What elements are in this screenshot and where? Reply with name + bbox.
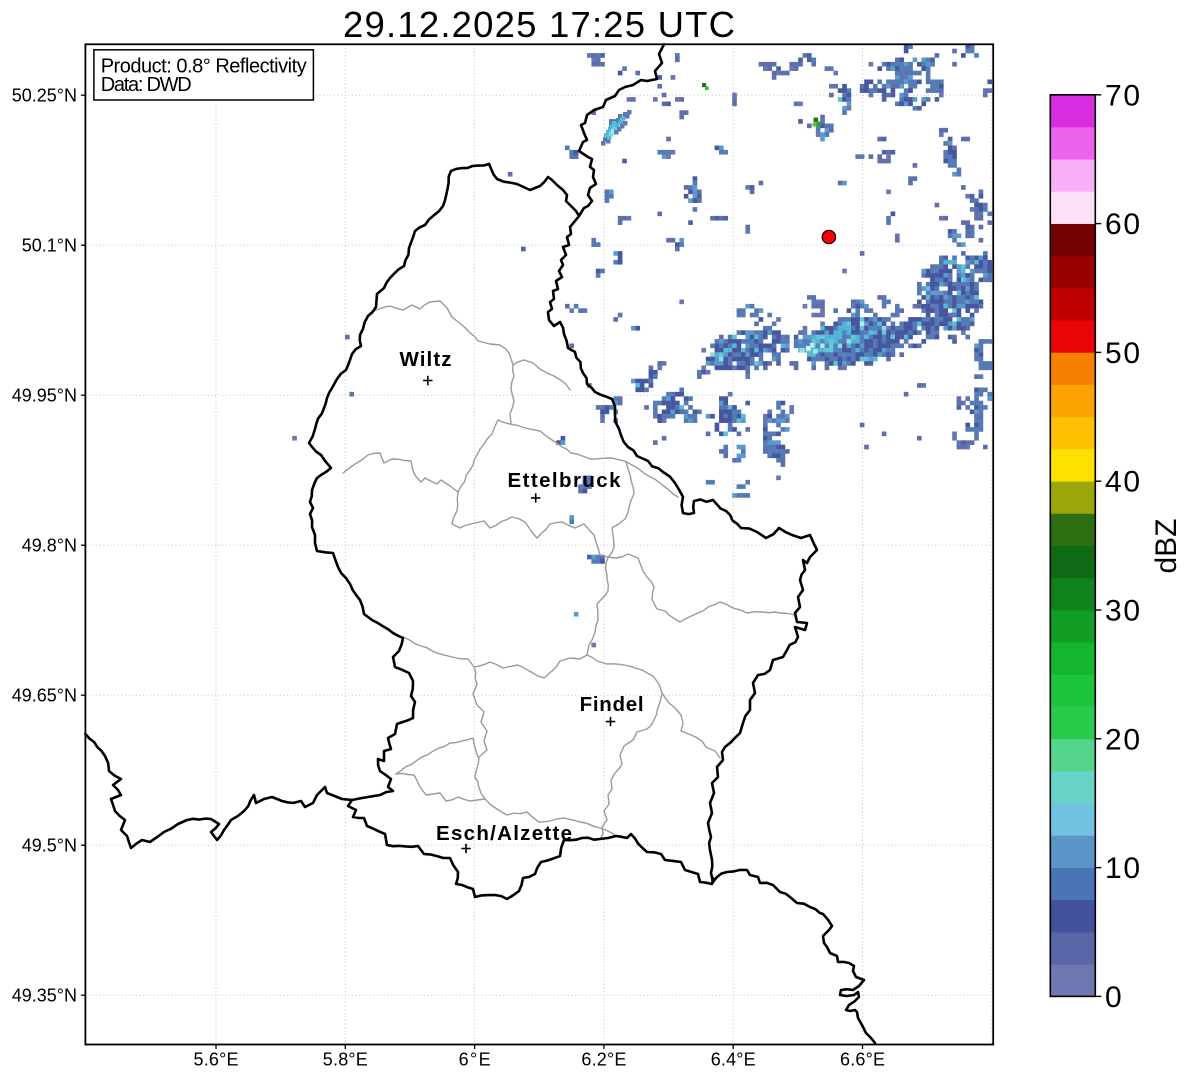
svg-text:Data: DWD: Data: DWD: [101, 74, 192, 96]
svg-text:6.4°E: 6.4°E: [711, 1050, 756, 1070]
svg-text:49.95°N: 49.95°N: [12, 386, 77, 406]
svg-text:49.65°N: 49.65°N: [12, 686, 77, 706]
svg-text:0: 0: [1105, 981, 1122, 1014]
svg-text:5.8°E: 5.8°E: [323, 1050, 368, 1070]
svg-text:5.6°E: 5.6°E: [194, 1050, 239, 1070]
svg-text:6.2°E: 6.2°E: [581, 1050, 626, 1070]
svg-text:60: 60: [1105, 208, 1140, 241]
svg-text:10: 10: [1105, 852, 1140, 885]
svg-text:6°E: 6°E: [459, 1050, 491, 1070]
svg-text:40: 40: [1105, 466, 1140, 499]
svg-text:49.35°N: 49.35°N: [12, 986, 77, 1006]
svg-text:30: 30: [1105, 595, 1140, 628]
svg-text:6.6°E: 6.6°E: [840, 1050, 885, 1070]
svg-text:49.8°N: 49.8°N: [22, 536, 77, 556]
svg-text:50.25°N: 50.25°N: [12, 86, 77, 106]
svg-text:70: 70: [1105, 79, 1140, 112]
svg-text:Findel: Findel: [580, 693, 644, 716]
svg-text:50.1°N: 50.1°N: [22, 236, 77, 256]
svg-text:29.12.2025 17:25 UTC: 29.12.2025 17:25 UTC: [343, 4, 735, 45]
svg-text:Ettelbruck: Ettelbruck: [508, 469, 622, 492]
svg-text:50: 50: [1105, 337, 1140, 370]
svg-text:Product: 0.8° Reflectivity: Product: 0.8° Reflectivity: [101, 55, 307, 77]
svg-text:dBZ: dBZ: [1150, 518, 1183, 573]
svg-text:20: 20: [1105, 723, 1140, 756]
svg-text:Esch/Alzette: Esch/Alzette: [436, 822, 572, 845]
svg-text:49.5°N: 49.5°N: [22, 836, 77, 856]
